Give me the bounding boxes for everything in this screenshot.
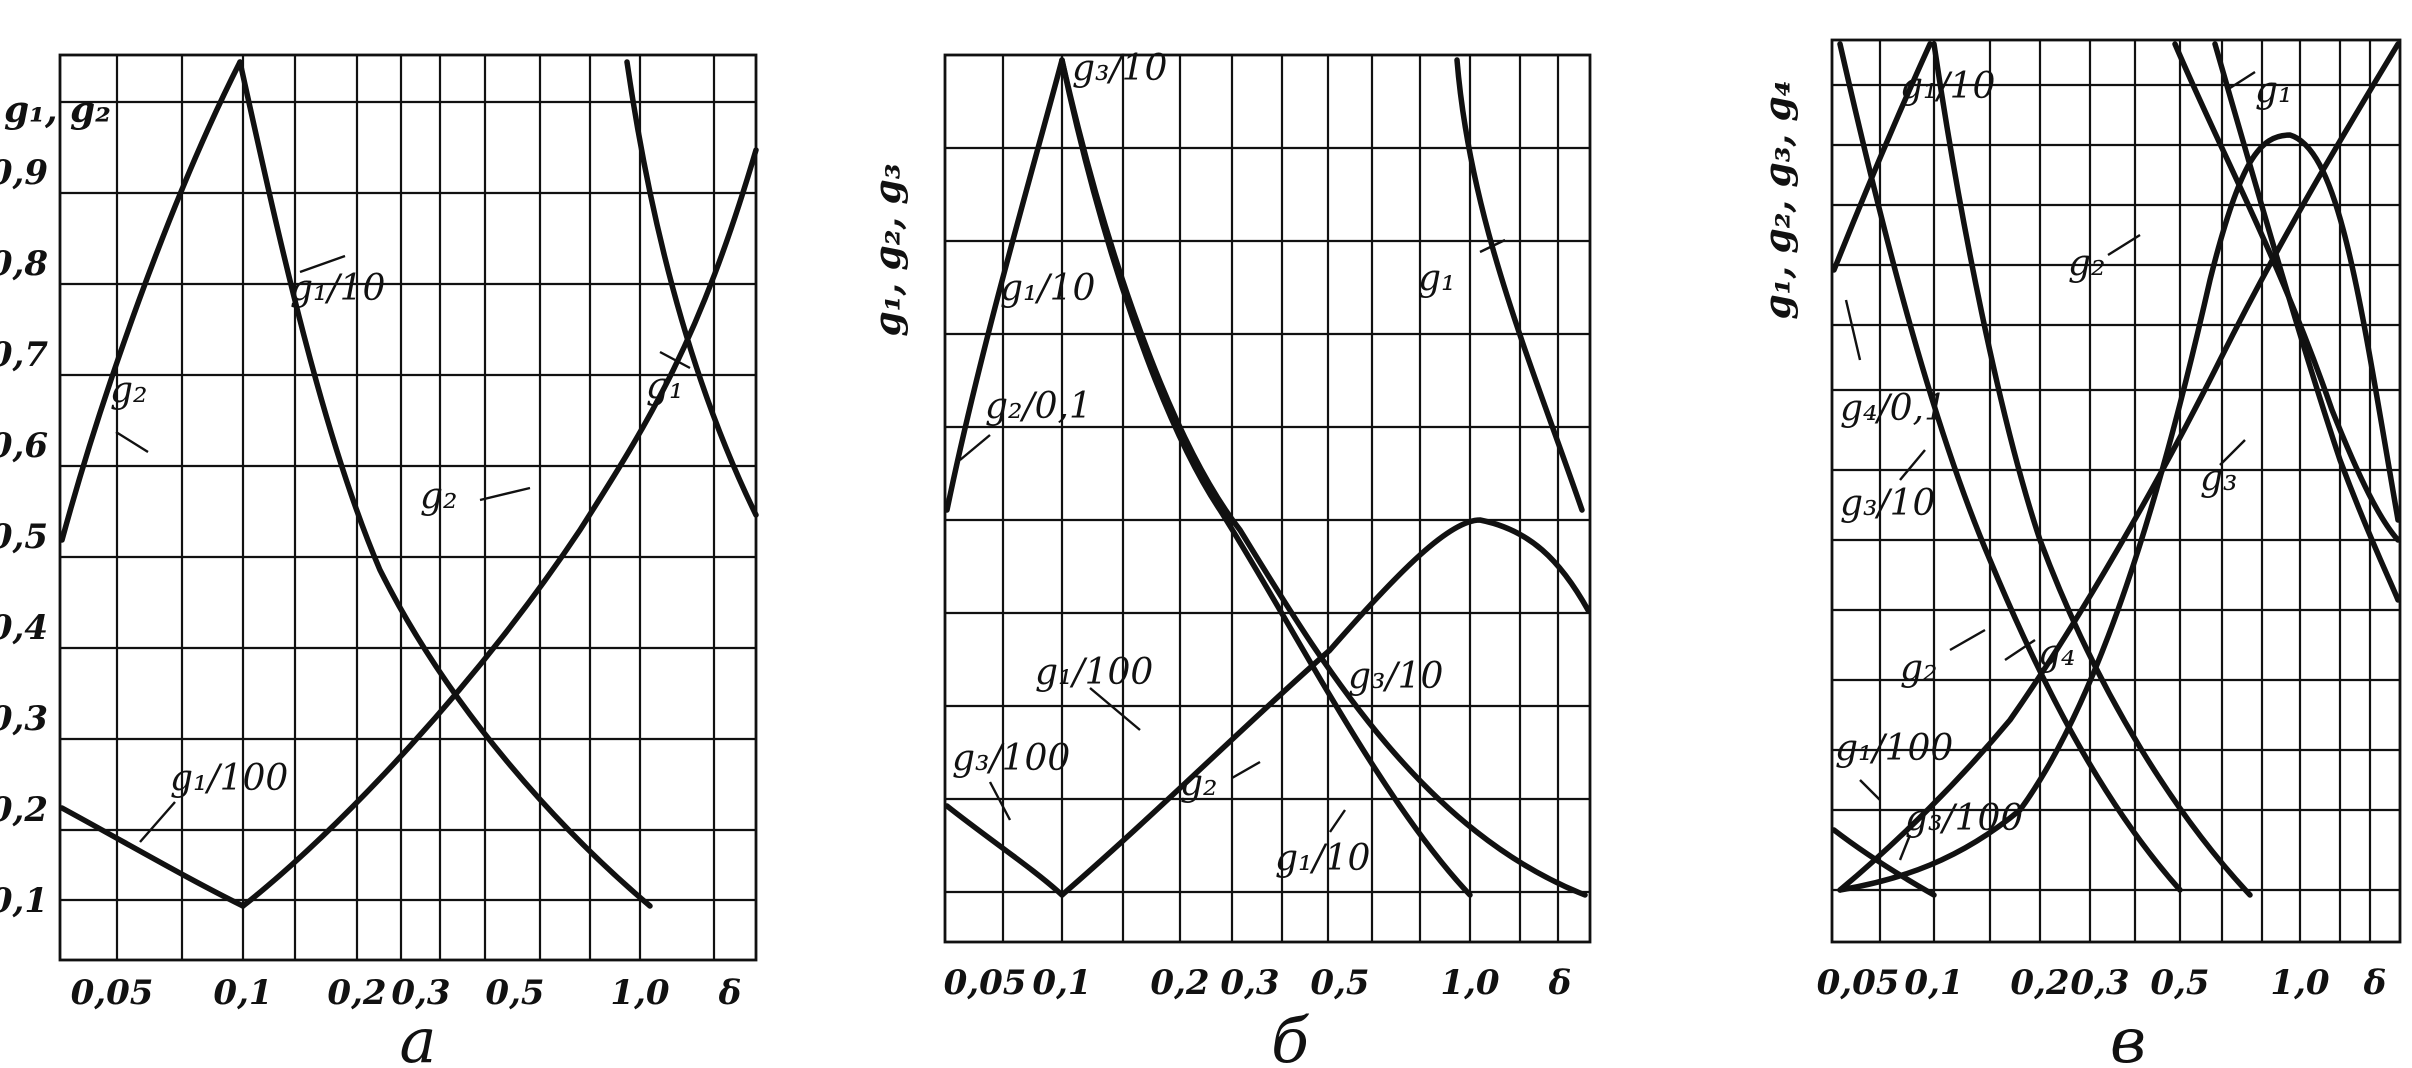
x-tick-v-0: 0,05 <box>1817 963 1900 1003</box>
chart-b-frame <box>943 53 1592 944</box>
curve-v-g1-10 <box>1931 41 2253 898</box>
curve-v-g4 <box>1837 132 2401 893</box>
annotation-b-6: g₃/100 <box>952 738 1070 779</box>
y-tick-a-8: 0,9 <box>0 153 48 193</box>
annotation-v-8: g₁/100 <box>1835 728 1953 769</box>
annotation-v-5: g₃ <box>2200 458 2237 499</box>
x-tick-v-3: 0,3 <box>2070 963 2129 1003</box>
annotation-b-5: g₃/10 <box>1348 656 1443 697</box>
y-tick-a-1: 0,2 <box>0 790 48 830</box>
chart-v-curves <box>1831 41 2401 898</box>
annotation-v-0: g₁/10 <box>1900 66 1995 107</box>
curve-v-g2 <box>1837 41 2401 893</box>
annotation-v-7: g₄ <box>2038 633 2075 674</box>
chart-a: 0,1 0,2 0,3 0,4 0,5 0,6 0,7 0,8 0,9 g₁, … <box>0 53 759 1068</box>
curve-a-g1-10 <box>237 59 653 909</box>
x-tick-b-5: 1,0 <box>1440 963 1499 1003</box>
chart-a-grid <box>60 55 756 960</box>
annotation-b-7: g₂ <box>1180 763 1217 804</box>
annotation-v-1: g₁ <box>2255 70 2292 111</box>
panel-label-v: в <box>2110 1004 2146 1068</box>
x-tick-b-0: 0,05 <box>944 963 1027 1003</box>
annotation-a-0: g₂ <box>110 370 147 411</box>
x-tick-a-1: 0,1 <box>213 973 272 1013</box>
chart-v: g₁, g₂, g₃, g₄ 0,05 0,1 0,2 0,3 0,5 1,0 … <box>1757 38 2402 1068</box>
chart-a-annotations: g₂ g₁/10 g₁/100 g₂ g₁ <box>110 254 691 843</box>
x-tick-b-end: δ <box>1548 963 1572 1003</box>
x-tick-b-1: 0,1 <box>1032 963 1091 1003</box>
y-tick-a-5: 0,6 <box>0 426 48 466</box>
curve-v-g1-100 <box>1831 827 1937 898</box>
chart-b-grid <box>945 55 1590 942</box>
curve-b-g1 <box>1454 57 1585 513</box>
chart-b-annotations: g₃/10 g₁/10 g₂/0,1 g₁ g₁/100 g₃/10 g₃/10… <box>952 48 1506 879</box>
curve-v-g3 <box>2212 41 2401 603</box>
annotation-v-4: g₃/10 <box>1840 483 1935 524</box>
x-tick-v-5: 1,0 <box>2270 963 2329 1003</box>
curve-b-g2-01 <box>944 57 1065 513</box>
annotation-b-3: g₁ <box>1418 258 1455 299</box>
chart-b-curves <box>944 57 1591 898</box>
x-tick-v-2: 0,2 <box>2010 963 2069 1003</box>
y-tick-a-3: 0,4 <box>0 608 48 648</box>
curve-a-g1 <box>624 59 759 518</box>
chart-v-annotations: g₁/10 g₁ g₂ g₄/0,1 g₃/10 g₃ g₂ g₄ g₁/100… <box>1835 66 2292 861</box>
annotation-v-2: g₂ <box>2068 243 2105 284</box>
curve-b-g3-10 <box>1059 57 1588 898</box>
chart-v-x-ticks: 0,05 0,1 0,2 0,3 0,5 1,0 δ <box>1817 963 2387 1003</box>
curve-v-g3-10 <box>1837 41 2183 893</box>
annotation-v-6: g₂ <box>1900 648 1937 689</box>
x-tick-a-2: 0,2 <box>327 973 386 1013</box>
annotation-a-2: g₁/100 <box>170 758 288 799</box>
panel-label-a: a <box>400 1004 437 1068</box>
x-tick-a-0: 0,05 <box>71 973 154 1013</box>
annotation-b-0: g₃/10 <box>1072 48 1167 89</box>
x-tick-b-2: 0,2 <box>1150 963 1209 1003</box>
y-tick-a-4: 0,5 <box>0 517 48 557</box>
annotation-a-4: g₁ <box>646 366 683 407</box>
chart-a-y-ticks: 0,1 0,2 0,3 0,4 0,5 0,6 0,7 0,8 0,9 <box>0 153 48 921</box>
curve-v-g1 <box>2172 41 2401 543</box>
y-axis-label-a: g₁, g₂ <box>4 89 111 131</box>
y-tick-a-7: 0,8 <box>0 244 48 284</box>
annotation-a-3: g₂ <box>420 476 457 517</box>
y-axis-label-b: g₁, g₂, g₃ <box>867 164 909 337</box>
chart-b: g₁, g₂, g₃ 0,05 0,1 0,2 0,3 0,5 1,0 δ б … <box>867 48 1592 1068</box>
annotation-b-4: g₁/100 <box>1035 652 1153 693</box>
x-tick-v-1: 0,1 <box>1904 963 1963 1003</box>
panel-label-b: б <box>1271 1004 1310 1068</box>
chart-b-x-ticks: 0,05 0,1 0,2 0,3 0,5 1,0 δ <box>944 963 1572 1003</box>
x-tick-b-3: 0,3 <box>1220 963 1279 1003</box>
annotation-b-8: g₁/10 <box>1275 838 1370 879</box>
x-tick-v-end: δ <box>2363 963 2387 1003</box>
chart-a-curves <box>59 59 759 909</box>
curve-a-g1-100 <box>59 805 246 909</box>
x-tick-b-4: 0,5 <box>1310 963 1369 1003</box>
y-tick-a-2: 0,3 <box>0 699 48 739</box>
annotation-a-1: g₁/10 <box>290 268 385 309</box>
chart-a-frame <box>58 53 758 962</box>
annotation-v-9: g₃/100 <box>1905 798 2023 839</box>
curve-b-g3-100 <box>944 803 1065 898</box>
x-tick-a-end: δ <box>718 973 742 1013</box>
x-tick-a-4: 0,5 <box>485 973 544 1013</box>
y-axis-label-v: g₁, g₂, g₃, g₄ <box>1757 81 1799 320</box>
x-tick-a-5: 1,0 <box>610 973 669 1013</box>
x-tick-v-4: 0,5 <box>2150 963 2209 1003</box>
y-tick-a-6: 0,7 <box>0 335 48 375</box>
annotation-v-3: g₄/0,1 <box>1840 388 1947 429</box>
curve-a-g2-right <box>240 147 759 909</box>
y-tick-a-0: 0,1 <box>0 881 48 921</box>
chart-v-frame <box>1830 38 2402 944</box>
annotation-b-1: g₁/10 <box>1000 268 1095 309</box>
curve-b-g2 <box>1059 517 1591 898</box>
curve-v-g4-01 <box>1831 41 1933 273</box>
curve-a-g2-left <box>59 59 243 543</box>
annotation-b-2: g₂/0,1 <box>985 386 1092 427</box>
chart-a-x-ticks: 0,05 0,1 0,2 0,3 0,5 1,0 δ <box>71 973 742 1013</box>
x-tick-a-3: 0,3 <box>391 973 450 1013</box>
